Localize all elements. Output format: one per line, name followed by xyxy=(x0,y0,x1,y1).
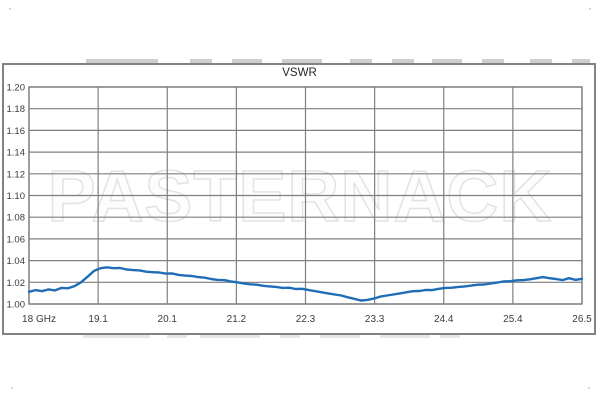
y-tick-label: 1.20 xyxy=(7,83,26,94)
watermark-artifact xyxy=(320,335,360,338)
x-tick-label: 24.4 xyxy=(434,314,454,325)
watermark-artifact xyxy=(232,59,262,63)
watermark-artifact xyxy=(282,59,322,63)
y-tick-label: 1.10 xyxy=(7,191,26,202)
x-tick-label: 18 GHz xyxy=(22,314,56,325)
x-tick-label: 23.3 xyxy=(365,314,385,325)
watermark-artifact xyxy=(440,335,460,338)
y-tick-label: 1.16 xyxy=(7,126,26,137)
x-tick-label: 25.4 xyxy=(503,314,523,325)
watermark-artifact xyxy=(280,335,300,338)
y-tick-label: 1.06 xyxy=(7,234,26,245)
corner-dot xyxy=(11,387,13,389)
y-tick-label: 1.12 xyxy=(7,169,26,180)
watermark-artifact xyxy=(200,335,260,338)
corner-dot xyxy=(9,8,11,10)
x-tick-label: 19.1 xyxy=(88,314,108,325)
watermark-artifact xyxy=(350,59,372,63)
x-tick-label: 21.2 xyxy=(227,314,247,325)
watermark-artifact xyxy=(482,59,504,63)
watermark-artifact xyxy=(432,59,462,63)
x-tick-label: 20.1 xyxy=(158,314,178,325)
watermark-artifact xyxy=(530,59,552,63)
y-tick-label: 1.02 xyxy=(7,278,26,289)
y-tick-label: 1.00 xyxy=(7,300,26,311)
plot-border xyxy=(28,86,583,305)
vswr-series-line xyxy=(27,266,584,302)
x-tick-label: 22.3 xyxy=(296,314,316,325)
watermark-artifact xyxy=(572,59,590,63)
watermark-artifact xyxy=(392,59,414,63)
watermark-artifact xyxy=(190,59,212,63)
y-tick-label: 1.14 xyxy=(7,148,26,159)
x-tick-label: 26.5 xyxy=(572,314,592,325)
y-tick-label: 1.04 xyxy=(7,256,26,267)
watermark-artifact xyxy=(83,335,150,338)
watermark-artifact xyxy=(167,335,187,338)
corner-dot xyxy=(588,387,590,389)
chart-title: VSWR xyxy=(282,67,317,79)
watermark-artifact xyxy=(86,59,158,63)
watermark: PASTERNACK xyxy=(47,157,553,237)
y-tick-label: 1.08 xyxy=(7,213,26,224)
watermark-artifact xyxy=(380,335,430,338)
corner-dot xyxy=(589,8,591,10)
y-tick-label: 1.18 xyxy=(7,104,26,115)
